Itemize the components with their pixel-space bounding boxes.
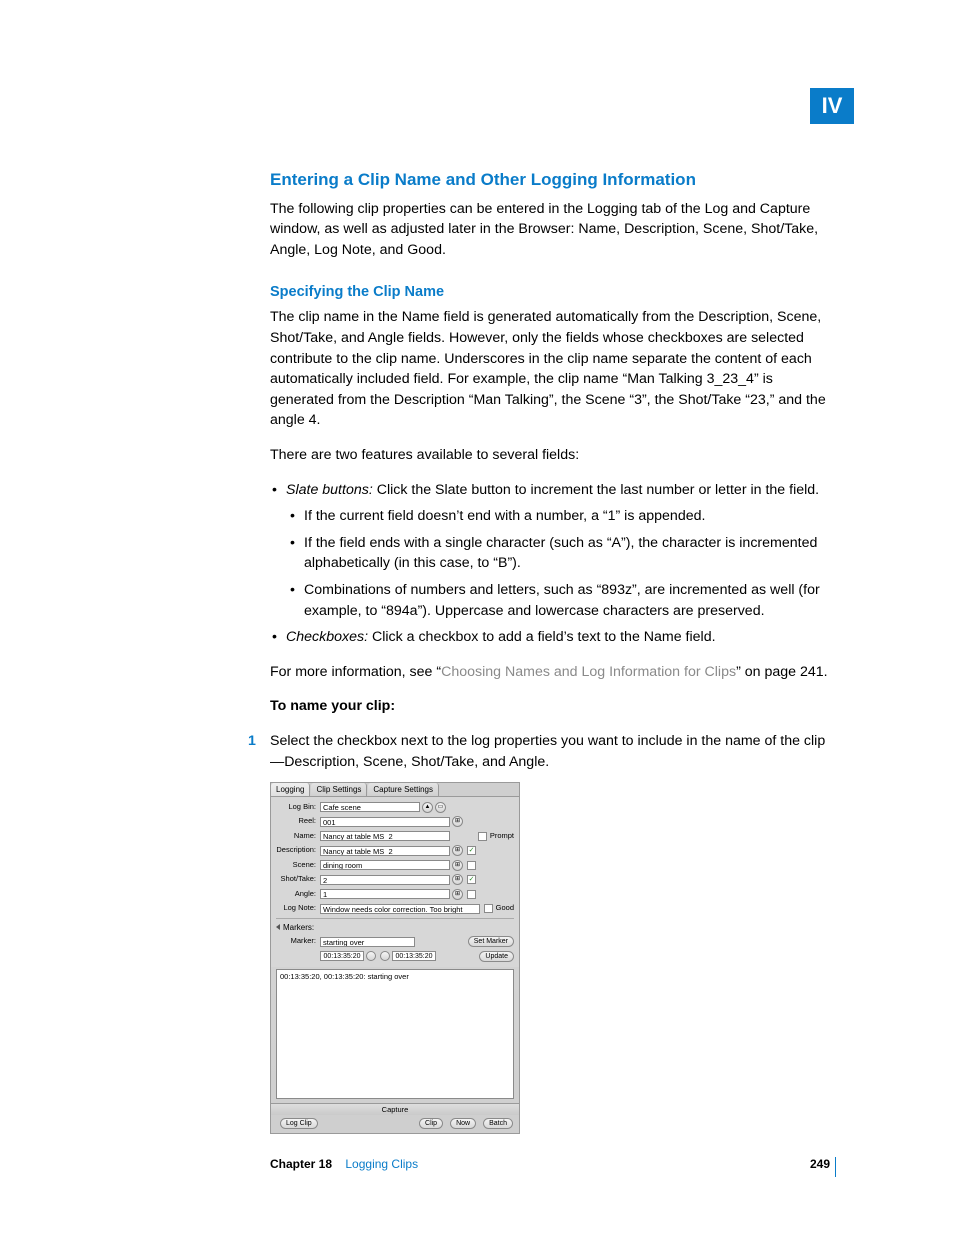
footer-page-number: 249 <box>810 1156 830 1173</box>
capture-batch-button[interactable]: Batch <box>483 1118 513 1129</box>
tab-clip-settings[interactable]: Clip Settings <box>311 783 367 796</box>
angle-label: Angle: <box>276 889 320 900</box>
bullet-slate-text: Click the Slate button to increment the … <box>373 482 819 498</box>
step-1: 1 Select the checkbox next to the log pr… <box>270 731 830 772</box>
part-tab: IV <box>810 88 854 124</box>
good-checkbox[interactable] <box>484 904 493 913</box>
paragraph-2: There are two features available to seve… <box>270 445 830 466</box>
tab-bar: Logging Clip Settings Capture Settings <box>271 783 519 797</box>
angle-checkbox[interactable] <box>467 890 476 899</box>
shottake-checkbox[interactable]: ✓ <box>467 875 476 884</box>
description-checkbox[interactable]: ✓ <box>467 846 476 855</box>
crossref-link[interactable]: Choosing Names and Log Information for C… <box>441 664 736 680</box>
update-button[interactable]: Update <box>479 951 514 962</box>
scene-checkbox[interactable] <box>467 861 476 870</box>
capture-now-button[interactable]: Now <box>450 1118 476 1129</box>
logging-panel-screenshot: Logging Clip Settings Capture Settings L… <box>270 782 520 1134</box>
bullet-chk-label: Checkboxes: <box>286 629 368 645</box>
logbin-new-icon[interactable]: ▭ <box>435 802 446 813</box>
capture-buttons-row: Log Clip Clip Now Batch <box>271 1115 519 1133</box>
marker-in-timecode[interactable]: 00:13:35:20 <box>320 951 364 961</box>
page-content: Entering a Clip Name and Other Logging I… <box>270 168 830 1134</box>
shottake-field[interactable]: 2 <box>320 875 450 885</box>
prompt-label: Prompt <box>490 831 514 842</box>
markers-section-label: Markers: <box>283 922 314 934</box>
marker-in-icon[interactable] <box>366 951 376 961</box>
crossref-paragraph: For more information, see “Choosing Name… <box>270 662 830 683</box>
paragraph-1: The clip name in the Name field is gener… <box>270 307 830 431</box>
good-label: Good <box>496 903 514 914</box>
lognote-field[interactable]: Window needs color correction. Too brigh… <box>320 904 480 914</box>
footer-divider <box>835 1157 836 1177</box>
reel-slate-icon[interactable]: ⊞ <box>452 816 463 827</box>
tab-capture-settings[interactable]: Capture Settings <box>368 783 439 796</box>
subheading-clipname: Specifying the Clip Name <box>270 282 830 303</box>
capture-clip-button[interactable]: Clip <box>419 1118 443 1129</box>
scene-label: Scene: <box>276 860 320 871</box>
logbin-field[interactable]: Cafe scene <box>320 802 420 812</box>
description-slate-icon[interactable]: ⊞ <box>452 845 463 856</box>
page-footer: Chapter 18 Logging Clips 249 <box>270 1156 830 1173</box>
lognote-label: Log Note: <box>276 903 320 914</box>
marker-out-timecode[interactable]: 00:13:35:20 <box>392 951 436 961</box>
footer-chapter-title: Logging Clips <box>345 1157 418 1171</box>
bullet-slate-label: Slate buttons: <box>286 482 373 498</box>
sub-bullet-2: If the field ends with a single characte… <box>270 533 830 574</box>
crossref-post: ” on page 241. <box>736 664 828 680</box>
markers-disclosure-icon[interactable] <box>276 924 280 930</box>
logbin-label: Log Bin: <box>276 802 320 813</box>
tab-logging[interactable]: Logging <box>271 783 310 796</box>
step-1-text: Select the checkbox next to the log prop… <box>270 733 825 770</box>
reel-field[interactable]: 001 <box>320 817 450 827</box>
scene-field[interactable]: dining room <box>320 860 450 870</box>
reel-label: Reel: <box>276 816 320 827</box>
marker-out-icon[interactable] <box>380 951 390 961</box>
logbin-up-icon[interactable]: ▲ <box>422 802 433 813</box>
section-heading: Entering a Clip Name and Other Logging I… <box>270 168 830 193</box>
capture-bar-label: Capture <box>271 1103 519 1115</box>
name-field[interactable]: Nancy at table MS_2 <box>320 831 450 841</box>
sub-bullet-3: Combinations of numbers and letters, suc… <box>270 580 830 621</box>
task-heading: To name your clip: <box>270 696 830 717</box>
sub-bullet-1: If the current field doesn’t end with a … <box>270 506 830 527</box>
step-1-number: 1 <box>248 731 256 752</box>
scene-slate-icon[interactable]: ⊞ <box>452 860 463 871</box>
log-clip-button[interactable]: Log Clip <box>280 1118 318 1129</box>
set-marker-button[interactable]: Set Marker <box>468 936 514 947</box>
prompt-checkbox[interactable] <box>478 832 487 841</box>
marker-field[interactable]: starting over <box>320 937 415 947</box>
bullet-checkboxes: Checkboxes: Click a checkbox to add a fi… <box>270 627 830 648</box>
bullet-list: Slate buttons: Click the Slate button to… <box>270 480 830 648</box>
bullet-slate: Slate buttons: Click the Slate button to… <box>270 480 830 501</box>
name-label: Name: <box>276 831 320 842</box>
shottake-slate-icon[interactable]: ⊞ <box>452 874 463 885</box>
description-field[interactable]: Nancy at table MS_2 <box>320 846 450 856</box>
shottake-label: Shot/Take: <box>276 874 320 885</box>
intro-paragraph: The following clip properties can be ent… <box>270 199 830 261</box>
crossref-pre: For more information, see “ <box>270 664 441 680</box>
marker-label: Marker: <box>276 936 320 947</box>
description-label: Description: <box>276 845 320 856</box>
marker-list[interactable]: 00:13:35:20, 00:13:35:20: starting over <box>276 969 514 1099</box>
angle-field[interactable]: 1 <box>320 889 450 899</box>
logging-fields: Log Bin: Cafe scene ▲ ▭ Reel: 001 ⊞ Name… <box>271 797 519 967</box>
footer-chapter: Chapter 18 <box>270 1157 332 1171</box>
bullet-chk-text: Click a checkbox to add a field’s text t… <box>368 629 716 645</box>
angle-slate-icon[interactable]: ⊞ <box>452 889 463 900</box>
